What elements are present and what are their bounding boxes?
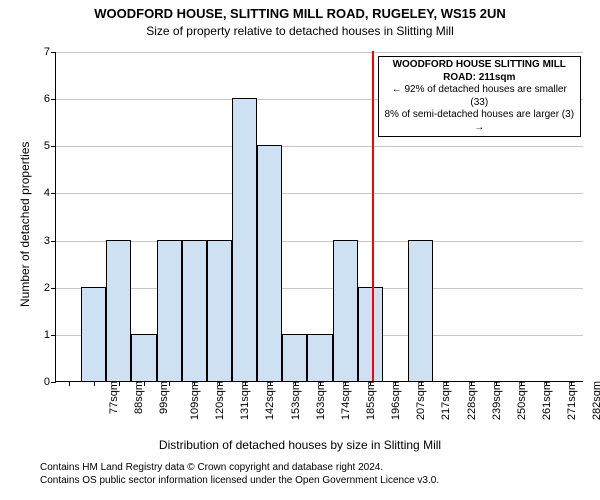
xtick-label: 185sqm — [363, 381, 377, 420]
xtick-label: 239sqm — [489, 381, 503, 420]
xtick-mark — [295, 381, 296, 386]
y-axis-label: Number of detached properties — [18, 142, 32, 307]
gridline — [56, 193, 583, 194]
page-root: WOODFORD HOUSE, SLITTING MILL ROAD, RUGE… — [0, 0, 600, 500]
gridline — [56, 288, 583, 289]
footer-attribution: Contains HM Land Registry data © Crown c… — [40, 462, 439, 487]
annotation-box: WOODFORD HOUSE SLITTING MILL ROAD: 211sq… — [378, 56, 581, 137]
xtick-mark — [119, 381, 120, 386]
histogram-bar — [307, 334, 332, 381]
xtick-label: 261sqm — [539, 381, 553, 420]
xtick-label: 109sqm — [187, 381, 201, 420]
xtick-mark — [571, 381, 572, 386]
histogram-bar — [81, 287, 106, 381]
histogram-bar — [157, 240, 182, 381]
ytick-label: 5 — [44, 140, 56, 152]
xtick-label: 217sqm — [439, 381, 453, 420]
xtick-label: 153sqm — [288, 381, 302, 420]
gridline — [56, 146, 583, 147]
xtick-mark — [471, 381, 472, 386]
xtick-label: 120sqm — [212, 381, 226, 420]
xtick-mark — [446, 381, 447, 386]
histogram-bar — [232, 98, 257, 381]
xtick-mark — [169, 381, 170, 386]
xtick-label: 250sqm — [514, 381, 528, 420]
annotation-line3: 8% of semi-detached houses are larger (3… — [383, 109, 576, 134]
xtick-mark — [370, 381, 371, 386]
xtick-mark — [270, 381, 271, 386]
xtick-label: 207sqm — [413, 381, 427, 420]
ytick-label: 2 — [44, 282, 56, 294]
xtick-label: 228sqm — [464, 381, 478, 420]
histogram-bar — [106, 240, 131, 381]
ytick-label: 7 — [44, 46, 56, 58]
xtick-label: 282sqm — [589, 381, 600, 420]
histogram-bar — [282, 334, 307, 381]
xtick-mark — [395, 381, 396, 386]
histogram-bar — [207, 240, 232, 381]
histogram-bar — [182, 240, 207, 381]
xtick-label: 196sqm — [388, 381, 402, 420]
ytick-label: 0 — [44, 376, 56, 388]
xtick-label: 174sqm — [338, 381, 352, 420]
ytick-label: 6 — [44, 93, 56, 105]
histogram-bar — [333, 240, 358, 381]
xtick-mark — [421, 381, 422, 386]
chart-title-line2: Size of property relative to detached ho… — [0, 24, 600, 38]
chart-title-line1: WOODFORD HOUSE, SLITTING MILL ROAD, RUGE… — [0, 6, 600, 21]
xtick-mark — [496, 381, 497, 386]
property-marker-line — [372, 51, 374, 381]
xtick-mark — [219, 381, 220, 386]
ytick-label: 3 — [44, 235, 56, 247]
xtick-mark — [521, 381, 522, 386]
xtick-mark — [320, 381, 321, 386]
plot-area: 0123456777sqm88sqm99sqm109sqm120sqm131sq… — [55, 52, 583, 382]
xtick-label: 99sqm — [156, 381, 170, 414]
ytick-label: 4 — [44, 187, 56, 199]
xtick-label: 163sqm — [313, 381, 327, 420]
histogram-bar — [358, 287, 383, 381]
xtick-mark — [546, 381, 547, 386]
ytick-label: 1 — [44, 329, 56, 341]
gridline — [56, 52, 583, 53]
xtick-mark — [345, 381, 346, 386]
xtick-mark — [194, 381, 195, 386]
xtick-label: 142sqm — [263, 381, 277, 420]
xtick-label: 77sqm — [106, 381, 120, 414]
xtick-mark — [69, 381, 70, 386]
xtick-mark — [144, 381, 145, 386]
x-axis-label: Distribution of detached houses by size … — [0, 438, 600, 452]
xtick-label: 131sqm — [237, 381, 251, 420]
histogram-bar — [131, 334, 156, 381]
gridline — [56, 241, 583, 242]
footer-line2: Contains OS public sector information li… — [40, 475, 439, 488]
xtick-label: 88sqm — [131, 381, 145, 414]
histogram-bar — [257, 145, 282, 381]
xtick-mark — [94, 381, 95, 386]
xtick-label: 271sqm — [564, 381, 578, 420]
histogram-bar — [408, 240, 433, 381]
annotation-line2: ← 92% of detached houses are smaller (33… — [383, 84, 576, 109]
annotation-line1: WOODFORD HOUSE SLITTING MILL ROAD: 211sq… — [383, 59, 576, 84]
footer-line1: Contains HM Land Registry data © Crown c… — [40, 462, 439, 475]
xtick-mark — [245, 381, 246, 386]
